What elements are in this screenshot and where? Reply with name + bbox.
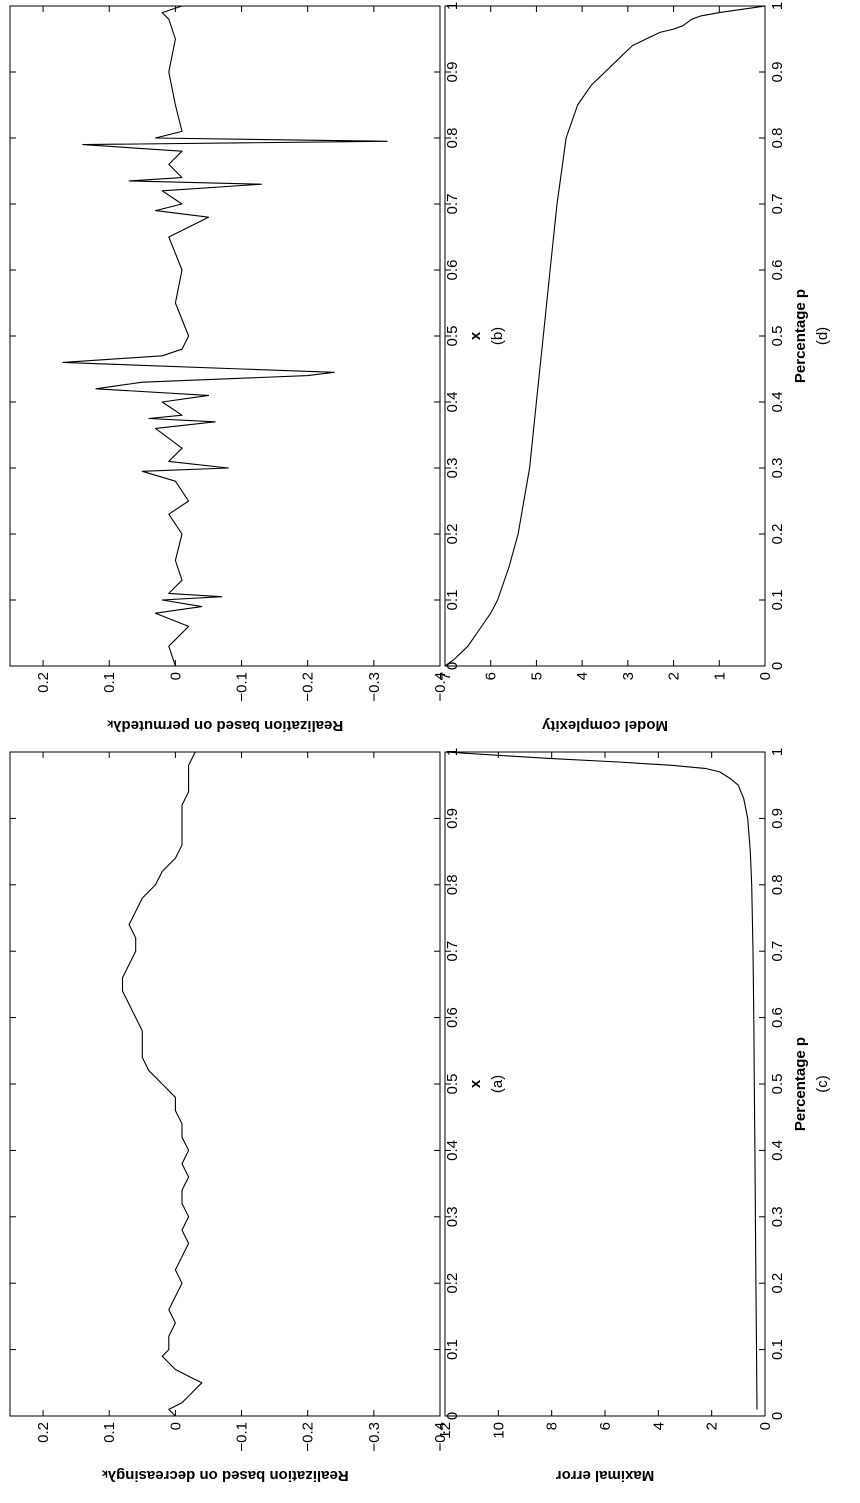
x-tick-label: 0.7: [444, 194, 461, 215]
x-tick-label: 0.3: [769, 1206, 786, 1227]
series-line: [444, 5, 766, 667]
series-line: [121, 751, 203, 1417]
y-tick-label: 0: [757, 1422, 774, 1430]
y-tick-label: 0.2: [35, 1422, 52, 1443]
x-tick-label: 0.6: [444, 1007, 461, 1028]
x-tick-label: 0.4: [444, 1140, 461, 1161]
y-tick-label: 2: [666, 672, 683, 680]
y-tick-label: 4: [574, 672, 591, 680]
chart-c: 12 10 8 6 4 2 0 0 0.1 0.2 0.3 0.4 0.5 0.6 0.7 0.8 0.9 1 Pe…: [437, 748, 831, 1484]
x-tick-label: 0.3: [769, 458, 786, 479]
panel-caption: (d): [814, 327, 831, 345]
x-tick-label: 0.2: [769, 524, 786, 545]
x-tick-label: 0.8: [444, 128, 461, 149]
chart-d: 7 6 5 4 3 2 1 0 0 0.1 0.2 0.3 0.4 0.5 0.6 0.7 0.8 0.9 1 Per…: [437, 2, 831, 734]
x-tick-label: 0.5: [444, 1074, 461, 1095]
y-tick-label: 5: [528, 672, 545, 680]
x-tick-label: 0.5: [444, 326, 461, 347]
x-tick-label: 0.1: [769, 590, 786, 611]
x-tick-label: 0.6: [769, 1007, 786, 1028]
y-tick-label: 1: [711, 672, 728, 680]
x-tick-label: 0.8: [769, 874, 786, 895]
y-tick-label: 6: [483, 672, 500, 680]
x-tick-label: 0.9: [444, 808, 461, 829]
plot-frame: [9, 5, 441, 667]
y-tick-label: −0.1: [234, 672, 251, 702]
x-tick-label: 0.8: [444, 874, 461, 895]
y-tick-label: 8: [544, 1422, 561, 1430]
y-tick-label: 10: [490, 1422, 507, 1439]
panel-caption: (a): [489, 1075, 506, 1093]
x-tick-label: 0.9: [769, 62, 786, 83]
x-axis-label: Percentage p: [792, 289, 809, 383]
x-tick-label: 0.3: [444, 1206, 461, 1227]
y-tick-label: −0.4: [432, 672, 449, 702]
x-tick-label: 0.8: [769, 128, 786, 149]
x-tick-label: 0.2: [769, 1273, 786, 1294]
panel-caption: (c): [814, 1075, 831, 1093]
y-tick-label: 12: [437, 1422, 454, 1439]
y-tick-label: −0.1: [234, 1422, 251, 1452]
x-tick-label: 0.1: [444, 1339, 461, 1360]
y-tick-label: −0.2: [300, 1422, 317, 1452]
x-tick-label: 0.4: [769, 1140, 786, 1161]
x-tick-label: 0.7: [769, 194, 786, 215]
x-axis-label: Percentage p: [792, 1037, 809, 1131]
x-tick-label: 0.4: [769, 392, 786, 413]
y-tick-label: 0.1: [101, 1422, 118, 1443]
chart-b: 0.2 0.1 0 −0.1 −0.2 −0.3 −0.400.10.20.30.40.50…: [9, 2, 506, 734]
y-tick-label: 0: [167, 1422, 184, 1430]
x-axis-label: x: [467, 331, 484, 340]
x-tick-label: 0.9: [444, 62, 461, 83]
x-tick-label: 0.6: [769, 260, 786, 281]
x-tick-label: 0.5: [769, 326, 786, 347]
y-axis-label: Realization based on permutedλₖ: [106, 717, 343, 734]
y-tick-label: 6: [597, 1422, 614, 1430]
y-axis-label: Maximal error: [556, 1467, 655, 1484]
y-tick-label: 0.2: [35, 672, 52, 693]
chart-a: 0.2 0.1 0 −0.1 −0.2 −0.3 −0.400.10.20.30.40.50…: [9, 748, 506, 1484]
x-tick-label: 0.4: [444, 392, 461, 413]
y-tick-label: −0.3: [366, 672, 383, 702]
x-tick-label: 0.2: [444, 524, 461, 545]
x-tick-label: 0: [769, 662, 786, 670]
x-tick-label: 0.5: [769, 1074, 786, 1095]
y-tick-label: 4: [650, 1422, 667, 1430]
x-tick-label: 0.2: [444, 1273, 461, 1294]
y-axis-label: Model complexity: [541, 717, 668, 734]
x-tick-label: 1: [769, 748, 786, 756]
x-tick-label: 0.3: [444, 458, 461, 479]
x-tick-label: 1: [769, 2, 786, 10]
y-tick-label: 0: [757, 672, 774, 680]
x-tick-label: 0.7: [769, 941, 786, 962]
x-tick-label: 0.1: [769, 1339, 786, 1360]
y-tick-label: 7: [437, 672, 454, 680]
x-axis-label: x: [467, 1079, 484, 1088]
y-tick-label: 2: [704, 1422, 721, 1430]
x-tick-label: 0.7: [444, 941, 461, 962]
series-line: [62, 5, 388, 667]
plot-frame: [9, 751, 441, 1417]
x-tick-label: 0: [769, 1412, 786, 1420]
y-axis-label: Realization based on decreasingλₖ: [101, 1467, 349, 1484]
panel-caption: (b): [489, 327, 506, 345]
series-line: [444, 751, 758, 1410]
y-tick-label: −0.2: [300, 672, 317, 702]
x-tick-label: 0.6: [444, 260, 461, 281]
y-tick-label: 3: [620, 672, 637, 680]
y-tick-label: 0.1: [101, 672, 118, 693]
y-tick-label: 0: [167, 672, 184, 680]
x-tick-label: 0.1: [444, 590, 461, 611]
x-tick-label: 0.9: [769, 808, 786, 829]
y-tick-label: −0.3: [366, 1422, 383, 1452]
y-tick-label: −0.4: [432, 1422, 449, 1452]
